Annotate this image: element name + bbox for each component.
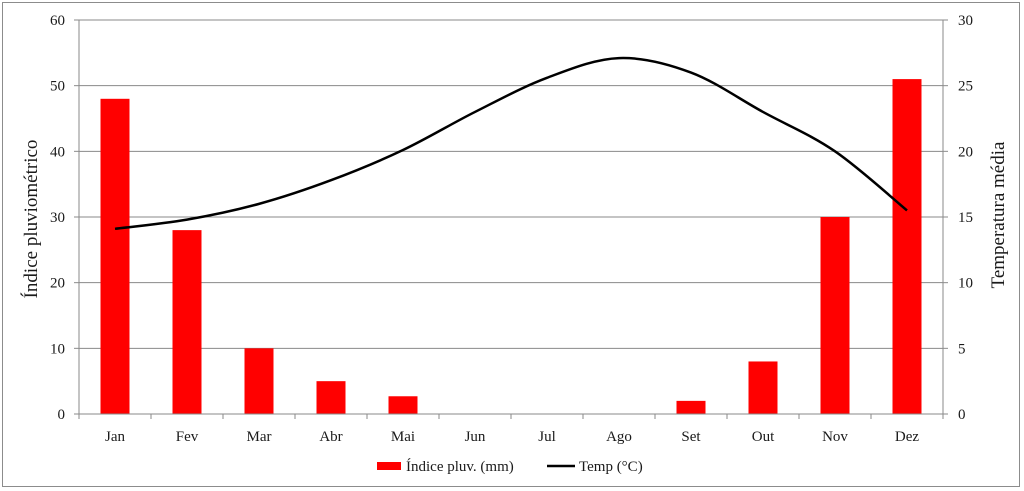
x-tick-label-mar: Mar xyxy=(247,429,272,445)
right-y-axis-title: Temperatura média xyxy=(988,141,1009,288)
x-tick-label-fev: Fev xyxy=(176,429,199,445)
temperature-line xyxy=(114,56,908,231)
legend-label-line: Temp (°C) xyxy=(579,459,643,475)
axes xyxy=(74,19,948,419)
right-y-tick-labels: 0 5 10 15 20 25 30 xyxy=(958,13,973,423)
left-y-tick-label: 60 xyxy=(50,13,65,29)
bar-series xyxy=(100,79,922,415)
gridlines xyxy=(79,19,943,349)
x-tick-labels: Jan Fev Mar Abr Mai Jun Jul Ago Set Out Nov Dez xyxy=(105,429,919,445)
legend: Índice pluv. (mm) Temp (°C) xyxy=(377,458,643,475)
x-tick-label-dez: Dez xyxy=(895,429,919,445)
x-tick-label-nov: Nov xyxy=(822,429,848,445)
x-tick-label-jul: Jul xyxy=(538,429,556,445)
legend-swatch-bars xyxy=(377,462,401,470)
right-y-tick-label: 30 xyxy=(958,13,973,29)
right-y-tick-label: 5 xyxy=(958,341,966,357)
bar-nov xyxy=(820,217,850,414)
right-y-tick-label: 0 xyxy=(958,407,966,423)
bar-fev xyxy=(172,230,202,414)
legend-label-bars: Índice pluv. (mm) xyxy=(406,458,514,475)
right-y-tick-label: 20 xyxy=(958,144,973,160)
left-y-tick-label: 20 xyxy=(50,276,65,292)
x-tick-label-jun: Jun xyxy=(465,429,486,445)
left-y-tick-label: 0 xyxy=(58,407,66,423)
x-tick-label-set: Set xyxy=(681,429,701,445)
x-tick-label-ago: Ago xyxy=(606,429,632,445)
bar-jan xyxy=(100,98,130,415)
bar-set xyxy=(676,400,706,414)
x-tick-label-out: Out xyxy=(752,429,775,445)
x-tick-label-mai: Mai xyxy=(391,429,415,445)
left-y-tick-labels: 0 10 20 30 40 50 60 xyxy=(50,13,65,423)
left-y-tick-label: 50 xyxy=(50,79,65,95)
right-y-tick-label: 15 xyxy=(958,210,973,226)
bar-mai xyxy=(388,396,418,414)
right-y-tick-label: 10 xyxy=(958,276,973,292)
bar-mar xyxy=(244,348,274,414)
left-y-tick-label: 10 xyxy=(50,341,65,357)
right-y-tick-label: 25 xyxy=(958,79,973,95)
x-tick-label-abr: Abr xyxy=(319,429,342,445)
bar-dez xyxy=(892,79,922,414)
left-y-tick-label: 40 xyxy=(50,144,65,160)
left-y-tick-label: 30 xyxy=(50,210,65,226)
left-y-axis-title: Índice pluviométrico xyxy=(20,140,42,299)
line-series xyxy=(114,56,908,231)
x-tick-label-jan: Jan xyxy=(105,429,125,445)
bar-abr xyxy=(316,381,346,414)
bar-out xyxy=(748,361,778,414)
